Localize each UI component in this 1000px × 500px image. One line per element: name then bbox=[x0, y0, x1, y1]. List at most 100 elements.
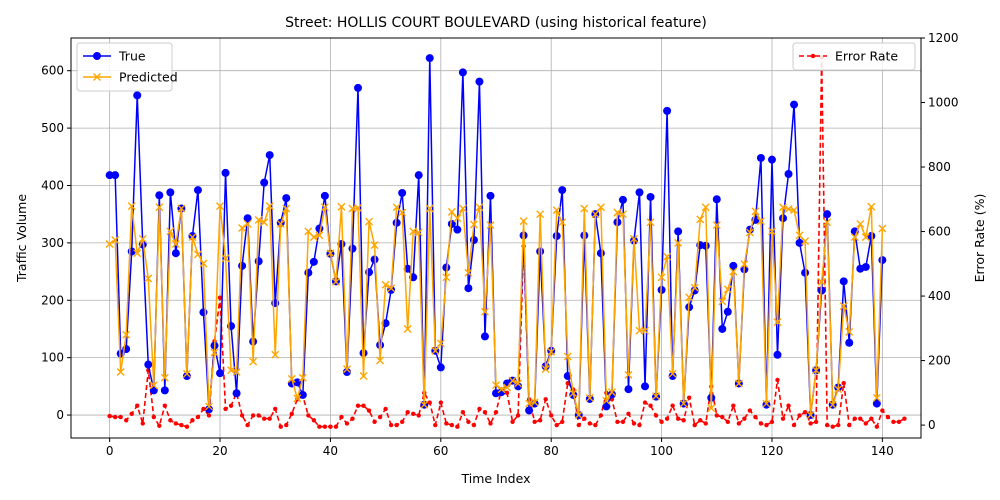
point-true bbox=[348, 244, 357, 253]
point-true bbox=[674, 227, 683, 236]
point-predicted bbox=[751, 207, 760, 216]
point-true bbox=[436, 363, 445, 372]
point-predicted bbox=[657, 273, 666, 282]
point-error-rate bbox=[477, 406, 482, 412]
point-predicted bbox=[839, 302, 848, 311]
point-predicted bbox=[381, 280, 390, 289]
point-error-rate bbox=[123, 418, 129, 423]
point-predicted bbox=[403, 324, 412, 333]
point-error-rate bbox=[510, 419, 515, 425]
point-true bbox=[216, 369, 225, 378]
point-true bbox=[729, 261, 738, 270]
point-error-rate bbox=[261, 416, 267, 421]
point-predicted bbox=[707, 404, 716, 413]
point-predicted bbox=[497, 385, 506, 394]
point-predicted bbox=[773, 318, 782, 327]
point-true bbox=[133, 91, 142, 100]
point-true bbox=[238, 261, 247, 270]
point-true bbox=[480, 332, 489, 341]
point-predicted bbox=[668, 369, 677, 378]
point-predicted bbox=[480, 307, 489, 316]
point-predicted bbox=[199, 259, 208, 268]
point-predicted bbox=[177, 204, 186, 213]
point-error-rate bbox=[869, 416, 874, 421]
point-true bbox=[398, 188, 407, 197]
point-error-rate bbox=[201, 406, 206, 412]
point-true bbox=[144, 360, 153, 369]
point-predicted bbox=[309, 233, 318, 242]
legend-entry-predicted: Predicted bbox=[83, 70, 178, 85]
point-predicted bbox=[365, 217, 374, 226]
point-predicted bbox=[712, 221, 721, 230]
point-error-rate bbox=[830, 424, 835, 429]
point-true bbox=[193, 186, 202, 195]
point-error-rate bbox=[322, 424, 328, 429]
y-tick-label: 500 bbox=[41, 121, 64, 135]
point-error-rate bbox=[350, 416, 355, 421]
point-predicted bbox=[585, 393, 594, 402]
point-predicted bbox=[216, 202, 225, 211]
point-error-rate bbox=[891, 419, 896, 425]
legend-entry-error-rate: Error Rate bbox=[799, 49, 898, 64]
point-predicted bbox=[701, 203, 710, 212]
point-predicted bbox=[249, 357, 258, 366]
point-error-rate bbox=[107, 413, 112, 419]
point-error-rate bbox=[731, 403, 736, 408]
legend-marker bbox=[93, 73, 101, 81]
point-error-rate bbox=[786, 403, 791, 408]
point-error-rate bbox=[515, 413, 521, 418]
y-tick-label: 300 bbox=[41, 236, 64, 250]
x-tick-label: 40 bbox=[323, 444, 338, 458]
point-true bbox=[558, 186, 567, 195]
legend-right: Error Rate bbox=[792, 42, 916, 71]
point-predicted bbox=[503, 383, 512, 392]
point-predicted bbox=[508, 376, 517, 385]
point-true bbox=[182, 372, 191, 381]
point-predicted bbox=[663, 252, 672, 261]
point-predicted bbox=[160, 373, 169, 382]
point-true bbox=[149, 386, 158, 395]
point-predicted bbox=[122, 330, 131, 339]
point-predicted bbox=[519, 217, 528, 226]
point-predicted bbox=[331, 277, 340, 286]
point-error-rate bbox=[449, 422, 455, 428]
y2-tick-label: 1200 bbox=[928, 31, 959, 45]
point-error-rate bbox=[361, 403, 366, 408]
point-predicted bbox=[834, 385, 843, 394]
point-error-rate bbox=[698, 418, 703, 423]
point-error-rate bbox=[399, 419, 405, 425]
point-error-rate bbox=[769, 419, 775, 425]
x-tick-label: 60 bbox=[433, 444, 448, 458]
point-error-rate bbox=[245, 422, 250, 428]
point-predicted bbox=[690, 283, 699, 292]
point-error-rate bbox=[267, 416, 272, 421]
point-true bbox=[309, 257, 318, 266]
point-predicted bbox=[624, 370, 633, 379]
point-error-rate bbox=[416, 413, 421, 418]
point-true bbox=[861, 262, 870, 271]
point-predicted bbox=[227, 366, 236, 375]
point-predicted bbox=[398, 208, 407, 217]
point-true bbox=[602, 402, 611, 411]
point-true bbox=[712, 195, 721, 204]
point-predicted bbox=[138, 234, 147, 243]
point-predicted bbox=[767, 227, 776, 236]
point-predicted bbox=[144, 274, 153, 283]
point-error-rate bbox=[444, 421, 449, 426]
point-error-rate bbox=[366, 408, 372, 413]
point-predicted bbox=[453, 214, 462, 223]
y2-tick-label: 600 bbox=[928, 225, 951, 239]
point-error-rate bbox=[256, 413, 261, 418]
point-true bbox=[188, 231, 197, 240]
y2-tick-label: 400 bbox=[928, 289, 951, 303]
x-tick-label: 100 bbox=[650, 444, 673, 458]
point-error-rate bbox=[190, 418, 195, 423]
point-error-rate bbox=[411, 411, 416, 417]
point-error-rate bbox=[372, 419, 377, 425]
point-true bbox=[585, 394, 594, 403]
point-predicted bbox=[105, 240, 114, 249]
point-predicted bbox=[762, 399, 771, 408]
y-tick-label: 600 bbox=[41, 64, 64, 78]
point-predicted bbox=[607, 388, 616, 397]
